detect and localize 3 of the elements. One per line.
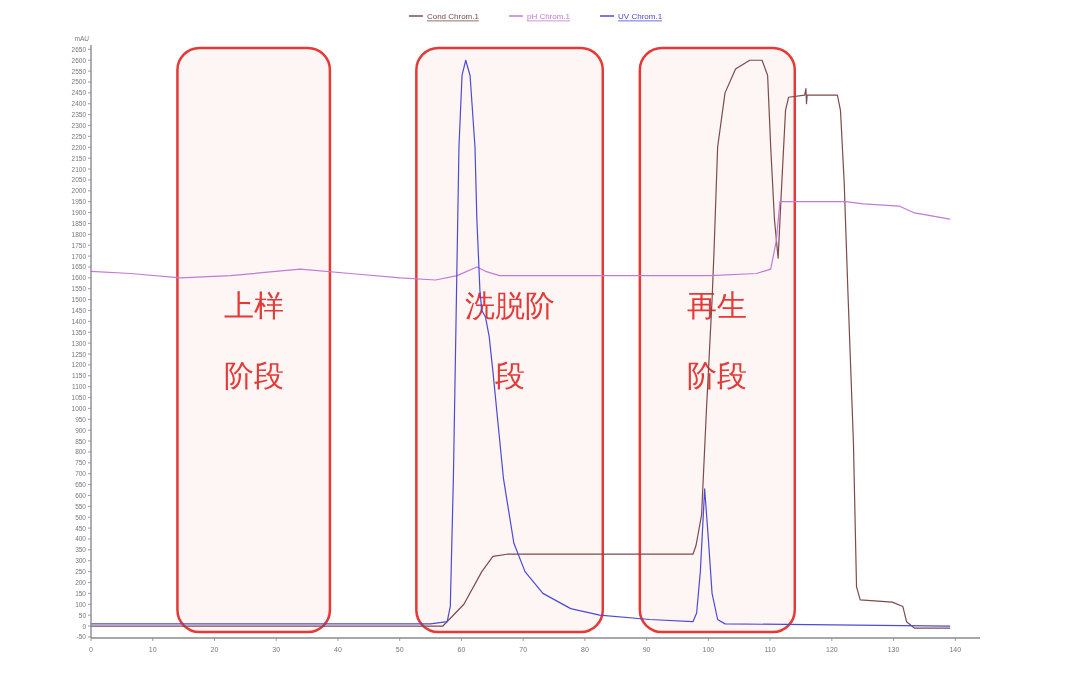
legend-label: UV Chrom.1 — [618, 11, 663, 21]
legend-label: Cond Chrom.1 — [426, 11, 480, 21]
legend-label: pH Chrom.1 — [526, 11, 571, 21]
